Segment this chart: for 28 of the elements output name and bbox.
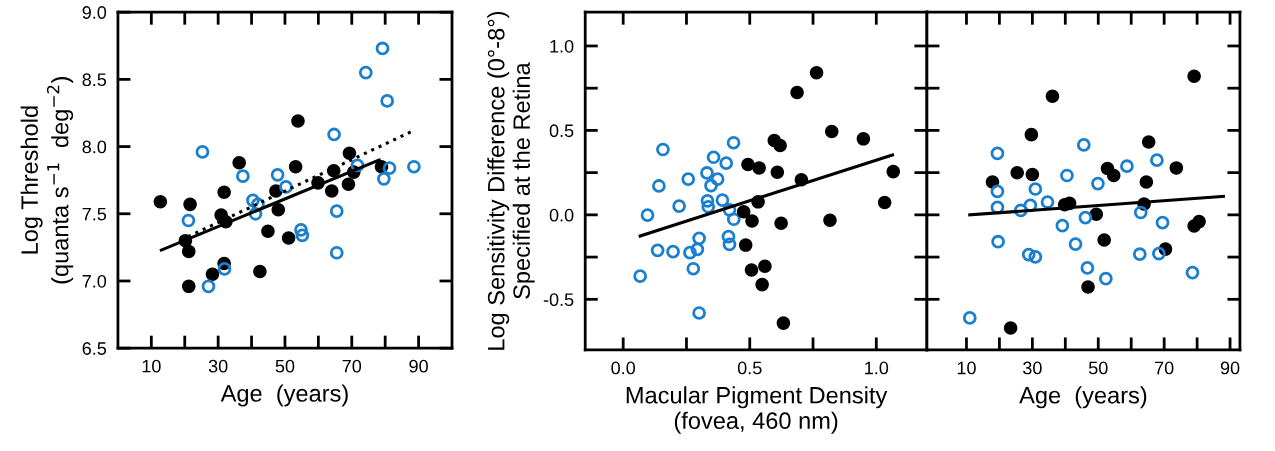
x-tick-label: 50	[275, 359, 295, 373]
x-tick-label: 0.0	[611, 361, 636, 375]
y-tick-label: 0.0	[549, 208, 574, 222]
x-axis-title: Macular Pigment Density (fovea, 460 nm)	[626, 386, 888, 434]
x-tick-label: 70	[342, 359, 362, 373]
y-axis-title: Log Threshold (quanta s$^{−1}$ deg$^{−2}$)	[20, 77, 74, 284]
x-tick-label: 30	[1023, 361, 1042, 375]
x-axis-title: Age (years)	[220, 384, 348, 407]
y-tick-label: 8.0	[82, 140, 107, 154]
y-tick-label: 8.5	[82, 73, 107, 87]
x-tick-label: 50	[1088, 361, 1108, 375]
x-tick-label: 90	[1220, 361, 1240, 375]
y-tick-label: 9.0	[82, 6, 107, 19]
x-tick-label: 0.5	[737, 361, 762, 375]
y-tick-label: 6.5	[82, 342, 107, 355]
y-tick-label: 1.0	[550, 39, 574, 53]
y-tick-label: 0.5	[549, 124, 574, 138]
x-tick-label: 1.0	[865, 361, 889, 375]
x-axis-title: Age (years)	[1019, 386, 1147, 409]
x-tick-label: 70	[1155, 361, 1174, 375]
y-tick-label: 7.0	[82, 274, 107, 288]
y-axis-title: Log Sensitivity Difference (0°-8°) Specified at the Retina	[487, 11, 535, 350]
x-tick-label: 30	[208, 359, 228, 373]
x-tick-label: 10	[957, 361, 976, 375]
x-tick-label: 90	[409, 359, 428, 373]
y-tick-label: 7.5	[82, 207, 107, 221]
x-tick-label: 10	[142, 359, 161, 373]
y-tick-label: -0.5	[543, 293, 574, 307]
